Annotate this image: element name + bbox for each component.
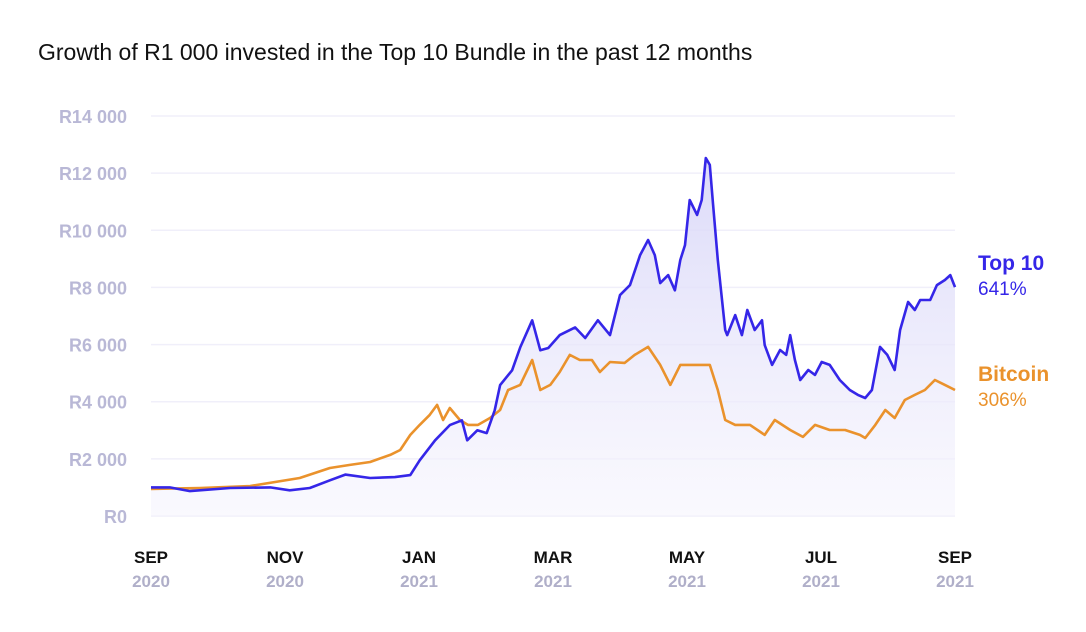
y-axis-ticks: R0 R2 000 R4 000 R6 000 R8 000 R10 000 R12 000… [59,107,127,527]
y-tick-label: R6 000 [69,336,127,356]
legend-return: 306% [978,390,1027,411]
legend-return: 641% [978,279,1027,300]
x-tick-year: 2021 [534,572,572,591]
x-tick-month: MAR [534,548,573,567]
x-axis-ticks: SEP 2020 NOV 2020 JAN 2021 MAR 2021 MAY 2021 JUL 20… [132,548,974,591]
x-tick-year: 2020 [132,572,170,591]
x-tick-month: MAY [669,548,706,567]
x-tick-year: 2020 [266,572,304,591]
y-tick-label: R4 000 [69,393,127,413]
series-lines [150,156,957,516]
x-tick-month: SEP [134,548,168,567]
y-tick-label: R10 000 [59,221,127,241]
legend-label: Bitcoin [978,363,1049,386]
legend-label: Top 10 [978,252,1044,275]
x-tick-year: 2021 [668,572,706,591]
x-tick-month: SEP [938,548,972,567]
x-tick-year: 2021 [936,572,974,591]
x-tick-month: JUL [805,548,837,567]
series-line-bitcoin [150,345,956,491]
x-tick-month: JAN [402,548,436,567]
x-tick-month: NOV [267,548,305,567]
chart-title: Growth of R1 000 invested in the Top 10 … [38,39,752,65]
series-line-top-10 [151,156,957,493]
y-tick-label: R8 000 [69,278,127,298]
series-area-top-10 [151,158,955,516]
y-tick-label: R2 000 [69,450,127,470]
x-tick-year: 2021 [802,572,840,591]
y-tick-label: R12 000 [59,164,127,184]
legend: Top 10 641% Bitcoin 306% [978,252,1049,411]
y-tick-label: R14 000 [59,107,127,127]
x-tick-year: 2021 [400,572,438,591]
y-tick-label: R0 [104,507,127,527]
